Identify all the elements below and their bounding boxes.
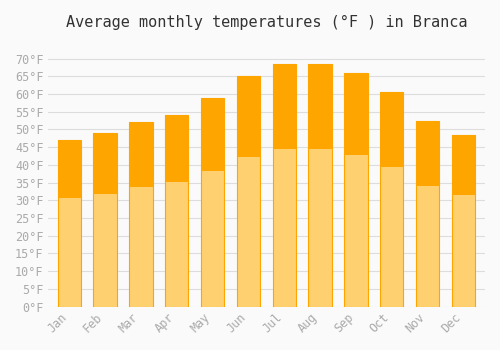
Bar: [380, 92, 404, 307]
Bar: [416, 121, 440, 307]
Bar: [94, 133, 116, 307]
Bar: [272, 64, 296, 149]
Bar: [308, 64, 332, 307]
Bar: [237, 76, 260, 157]
Bar: [452, 135, 475, 307]
Bar: [201, 98, 224, 307]
Bar: [58, 140, 81, 198]
Bar: [380, 92, 404, 167]
Bar: [237, 76, 260, 307]
Title: Average monthly temperatures (°F ) in Branca: Average monthly temperatures (°F ) in Br…: [66, 15, 467, 30]
Bar: [129, 122, 152, 307]
Bar: [272, 64, 296, 307]
Bar: [201, 98, 224, 171]
Bar: [94, 133, 116, 194]
Bar: [58, 140, 81, 307]
Bar: [308, 64, 332, 149]
Bar: [452, 135, 475, 195]
Bar: [344, 73, 368, 307]
Bar: [344, 73, 368, 155]
Bar: [165, 115, 188, 307]
Bar: [165, 115, 188, 182]
Bar: [129, 122, 152, 187]
Bar: [416, 121, 440, 186]
